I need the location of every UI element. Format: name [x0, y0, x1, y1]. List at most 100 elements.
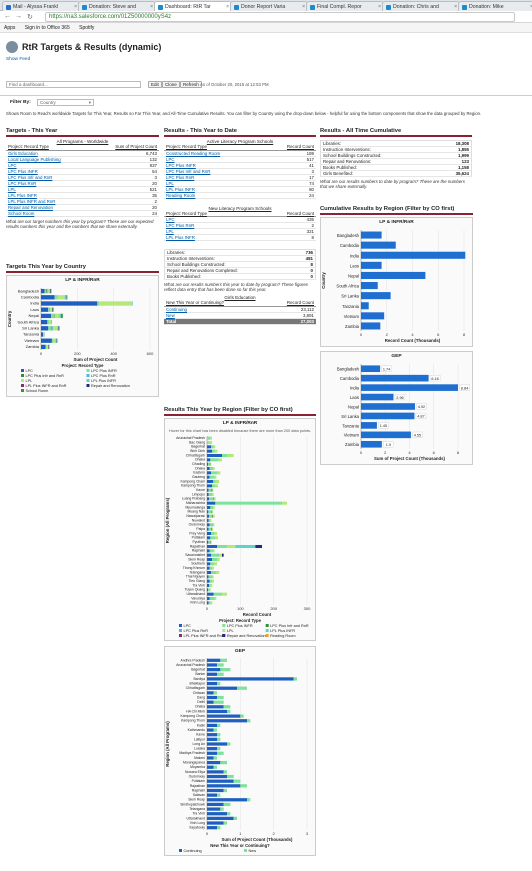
column-header[interactable]: Sum of Project Count — [90, 144, 159, 151]
chart-title: GEP — [234, 649, 246, 654]
column-header[interactable]: Project: Record Type — [6, 144, 91, 151]
bar — [41, 332, 44, 337]
row-label[interactable]: LPC Plus RnR — [164, 222, 254, 229]
row-label[interactable]: LPL — [164, 180, 264, 187]
close-tab-icon[interactable]: × — [378, 4, 381, 10]
bar — [208, 575, 212, 579]
column-header[interactable]: Project: Record Type — [164, 210, 254, 217]
browser-tab[interactable]: Final Compl. Repor × — [306, 1, 384, 11]
column-header[interactable]: Record Count — [263, 144, 316, 151]
row-label[interactable]: LPC Plus Infr and RnR — [6, 174, 91, 181]
bar — [48, 344, 50, 350]
row-label[interactable]: LPC — [6, 162, 91, 169]
y-tick-label: Vietnam — [344, 314, 360, 319]
column-header[interactable]: Record Count — [265, 300, 316, 307]
bookmark-item[interactable]: Spotify — [79, 25, 95, 31]
row-label[interactable]: School Room — [6, 210, 91, 217]
table-row: Girls Education 6,743 — [6, 150, 159, 157]
x-tick-label: 6 — [437, 332, 440, 337]
column-header[interactable]: Project: Record Type — [164, 144, 264, 151]
close-tab-icon[interactable]: × — [530, 4, 532, 10]
refresh-button[interactable]: Refresh — [180, 81, 202, 88]
row-label[interactable]: Continuing — [164, 306, 266, 313]
bar — [213, 505, 215, 510]
y-tick-label: Rajshahi — [192, 549, 205, 553]
row-label[interactable]: LPC Plus Infr and RnR — [164, 168, 264, 175]
x-tick-label: 6 — [433, 450, 436, 455]
row-label[interactable]: Girls Education — [6, 150, 91, 157]
back-icon[interactable]: ← — [4, 13, 11, 20]
x-tick-label: 1 — [239, 831, 242, 836]
row-label[interactable]: Local Language Publishing — [6, 156, 91, 163]
row-label[interactable]: Constructed Reading Room — [164, 150, 264, 157]
legend-label: LPL Plus INFR — [91, 379, 116, 383]
close-tab-icon[interactable]: × — [74, 4, 77, 10]
row-label[interactable]: LPL Plus INFR — [164, 186, 264, 193]
edit-button[interactable]: Edit — [148, 81, 162, 88]
row-label[interactable]: LPL Plus INFR — [6, 192, 91, 199]
y-tick-label: Uttarakhand — [187, 592, 206, 596]
bar — [212, 579, 214, 583]
y-tick-label: Tanzania — [342, 423, 359, 428]
row-label[interactable]: LPC Plus RnR — [164, 174, 264, 181]
row-label[interactable]: LPC — [164, 216, 254, 223]
row-label[interactable]: LPL Plus INFR and RnR — [6, 198, 91, 205]
close-tab-icon[interactable]: × — [150, 4, 153, 10]
bar — [361, 365, 381, 373]
bar — [210, 505, 213, 510]
bookmark-item[interactable]: Apps — [4, 25, 16, 31]
close-tab-icon[interactable]: × — [454, 4, 457, 10]
column-header[interactable]: Record Count — [253, 210, 316, 217]
y-tick-label: Zambia — [345, 442, 360, 447]
row-label[interactable]: Repair and Renovation — [6, 204, 91, 211]
browser-tab[interactable]: Donation: Chris and × — [382, 1, 460, 11]
browser-tab[interactable]: Donation: Mike × — [458, 1, 532, 11]
row-value: 937 — [90, 162, 159, 169]
row-label[interactable]: LPC Plus RnR — [6, 180, 91, 187]
clone-button[interactable]: Clone — [162, 81, 180, 88]
bar — [213, 497, 214, 501]
bar — [207, 601, 209, 605]
find-dashboard-input[interactable]: Find a dashboard... — [6, 81, 141, 88]
row-value: 2 — [253, 222, 316, 229]
bar — [361, 422, 377, 429]
row-label[interactable]: LPL — [164, 228, 254, 235]
close-tab-icon[interactable]: × — [226, 4, 229, 10]
tab-favicon-icon — [234, 5, 239, 10]
y-tick-label: Chitwan — [193, 691, 205, 695]
url-field[interactable]: https://na3.salesforce.com/01Z50000000yS… — [45, 12, 515, 22]
row-label[interactable]: Reading Room — [164, 192, 264, 199]
row-label[interactable]: LPL — [6, 186, 91, 193]
filter-select[interactable]: Country ▾ — [37, 99, 94, 106]
table-row: LPC Plus RnR 20 — [6, 180, 159, 187]
bar — [223, 802, 231, 807]
row-value: 6,743 — [90, 150, 159, 157]
row-label[interactable]: LPL Plus INFR — [164, 234, 254, 241]
close-tab-icon[interactable]: × — [302, 4, 305, 10]
y-tick-label: South Africa — [336, 284, 359, 289]
browser-tab[interactable]: Mail - Alyssa Frankl × — [2, 1, 80, 11]
legend-swatch — [21, 384, 24, 387]
bar — [247, 798, 251, 802]
bar — [207, 770, 224, 774]
forward-icon[interactable]: → — [15, 13, 22, 20]
bookmark-item[interactable]: Sign in to Office 365 — [24, 25, 70, 31]
data-label: 8.84 — [461, 386, 468, 390]
row-label[interactable]: LPC Plus INFR — [164, 162, 264, 169]
y-tick-label: Moyamba — [190, 765, 205, 769]
row-label[interactable]: LPC Plus INFR — [6, 168, 91, 175]
y-axis-label: Region (All Programs) — [165, 721, 170, 767]
row-label[interactable]: New — [164, 312, 266, 319]
browser-tab[interactable]: Donor Report Varia × — [230, 1, 308, 11]
bar — [54, 313, 55, 319]
bar — [212, 527, 213, 531]
legend-label: LPL — [26, 379, 33, 383]
column-header[interactable]: New This Year or Continuing? — [164, 300, 266, 307]
bar — [207, 807, 221, 811]
table-row: School Buildings Constructed: 8 — [164, 261, 316, 268]
reload-icon[interactable]: ↻ — [27, 14, 33, 21]
row-label[interactable]: LPC — [164, 156, 264, 163]
browser-tab[interactable]: Donation: Steve and × — [78, 1, 156, 11]
tab-favicon-icon — [82, 5, 87, 10]
show-feed-link[interactable]: Show Feed — [6, 57, 31, 62]
